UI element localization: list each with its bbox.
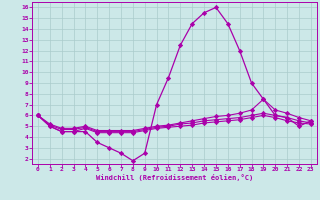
X-axis label: Windchill (Refroidissement éolien,°C): Windchill (Refroidissement éolien,°C) bbox=[96, 174, 253, 181]
